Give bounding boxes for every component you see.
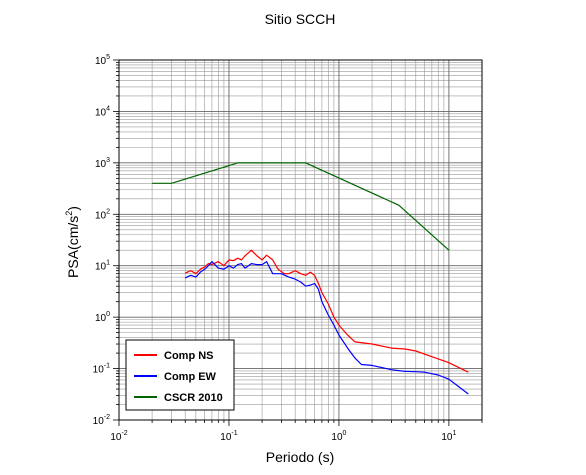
minor-grid (119, 60, 483, 420)
series-line-comp-ns (184, 249, 469, 373)
x-tick-label: 10-1 (220, 430, 237, 443)
tick-marks (113, 59, 483, 426)
series-line-comp-ew (184, 261, 469, 395)
y-tick-label: 103 (95, 157, 110, 170)
y-axis-title-main: PSA(cm/s (65, 216, 81, 278)
legend-label-comp-ns: Comp NS (164, 350, 214, 362)
y-tick-labels: 10-2 10-1 100 101 102 103 104 105 (93, 54, 110, 427)
plot-frame (118, 59, 483, 421)
series-line-cscr-2010 (152, 162, 450, 251)
y-tick-label: 10-1 (93, 363, 110, 376)
y-tick-label: 10-2 (93, 414, 110, 427)
y-axis-title-sup: 2 (64, 211, 74, 216)
y-axis-title: PSA(cm/s2) (64, 206, 81, 278)
series-layer (152, 162, 469, 395)
x-axis-title: Periodo (s) (266, 449, 334, 465)
x-tick-label: 101 (441, 430, 456, 443)
x-tick-label: 10-2 (110, 430, 127, 443)
legend-label-cscr-2010: CSCR 2010 (164, 392, 223, 404)
legend: Comp NS Comp EW CSCR 2010 (125, 339, 235, 411)
x-tick-label: 100 (331, 430, 346, 443)
y-tick-label: 105 (95, 54, 110, 67)
y-tick-label: 104 (95, 105, 110, 118)
y-axis-title-close: ) (65, 206, 81, 211)
y-tick-label: 101 (95, 260, 110, 273)
legend-label-comp-ew: Comp EW (164, 371, 217, 383)
x-tick-labels: 10-2 10-1 100 101 (110, 430, 456, 443)
chart-title: Sitio SCCH (265, 11, 336, 27)
y-tick-label: 102 (95, 208, 110, 221)
y-tick-label: 100 (95, 311, 110, 324)
